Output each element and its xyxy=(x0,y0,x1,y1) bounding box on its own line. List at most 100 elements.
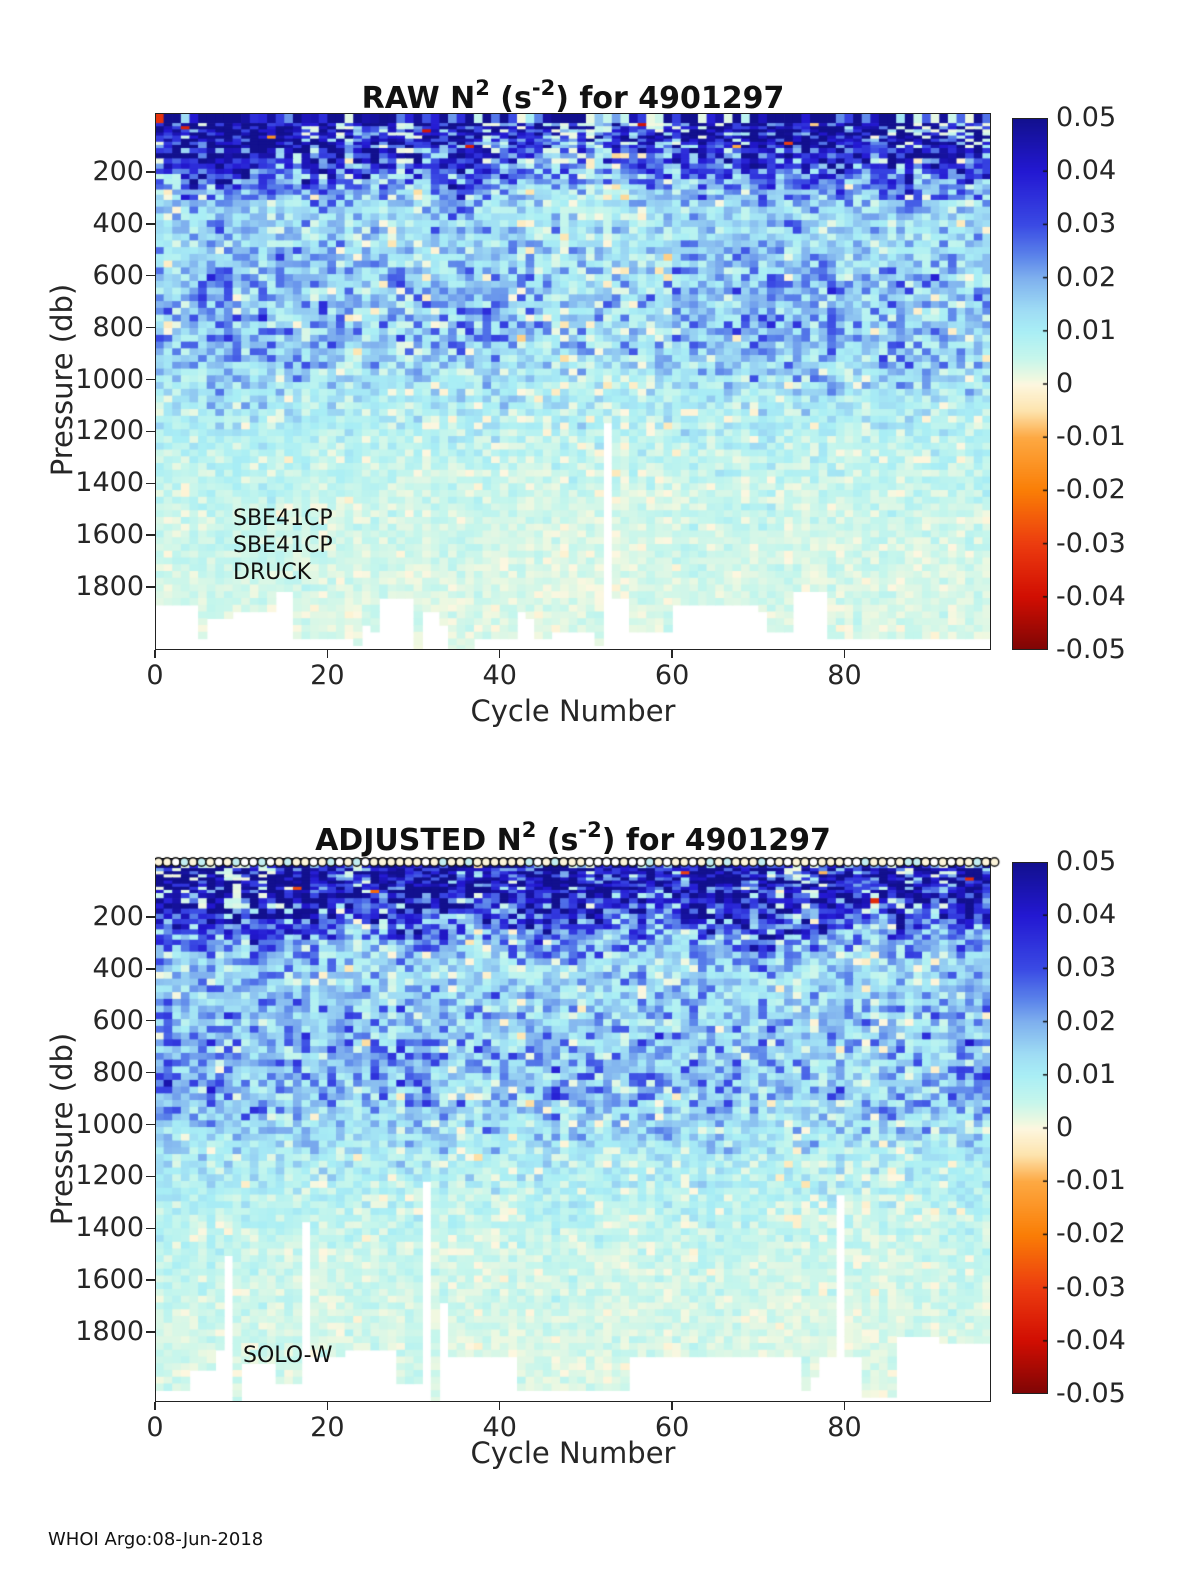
colorbar-tick-label: 0.04 xyxy=(1056,155,1117,187)
colorbar-tick-label: -0.02 xyxy=(1056,1218,1126,1250)
title-text: ) for 4901297 xyxy=(555,81,785,116)
colorbar-tick-label: -0.03 xyxy=(1056,527,1126,559)
colorbar-tick-label: -0.04 xyxy=(1056,580,1126,612)
x-tick-label: 40 xyxy=(482,660,517,691)
y-tick-mark xyxy=(146,586,155,588)
colorbar-tick-label: -0.05 xyxy=(1056,634,1126,665)
x-tick-label: 0 xyxy=(146,1412,164,1443)
x-tick-mark xyxy=(498,1402,501,1410)
x-tick-mark xyxy=(498,650,501,658)
y-tick-mark xyxy=(146,916,155,918)
y-tick-mark xyxy=(146,171,155,173)
x-tick-label: 0 xyxy=(146,660,164,691)
x-tick-label: 60 xyxy=(654,660,690,691)
y-tick-label: 1200 xyxy=(75,1160,144,1192)
y-tick-label: 1600 xyxy=(75,519,144,551)
title-superscript: 2 xyxy=(521,818,537,842)
y-tick-label: 400 xyxy=(92,207,144,239)
y-tick-mark xyxy=(146,1019,155,1022)
y-tick-mark xyxy=(146,378,155,381)
y-tick-label: 1400 xyxy=(75,1212,144,1244)
colorbar-tick-label: 0.02 xyxy=(1056,1005,1117,1037)
colorbar-tick-label: 0.03 xyxy=(1056,952,1117,984)
adjusted-x-axis-label: Cycle Number xyxy=(470,1436,676,1470)
colorbar-tick-label: 0.02 xyxy=(1056,261,1117,293)
x-tick-mark xyxy=(154,650,156,658)
y-tick-mark xyxy=(146,534,155,536)
y-tick-label: 1800 xyxy=(75,571,144,603)
adjusted-colorbar xyxy=(1012,862,1048,1394)
x-tick-label: 60 xyxy=(654,1412,690,1443)
y-tick-mark xyxy=(146,968,155,970)
colorbar-tick-label: 0.05 xyxy=(1056,102,1117,133)
x-tick-mark xyxy=(326,650,329,658)
colorbar-tick-label: -0.05 xyxy=(1056,1378,1126,1409)
y-tick-label: 1200 xyxy=(75,415,144,447)
colorbar-tick-label: -0.01 xyxy=(1056,421,1126,453)
x-tick-label: 80 xyxy=(827,1412,862,1443)
y-tick-mark xyxy=(146,1123,155,1126)
y-tick-label: 200 xyxy=(92,155,144,187)
y-tick-label: 1000 xyxy=(75,363,144,395)
annotation-line: DRUCK xyxy=(233,560,312,585)
colorbar-tick-label: -0.04 xyxy=(1056,1324,1126,1356)
raw-heatmap-canvas xyxy=(155,113,991,650)
adjusted-chart-title: ADJUSTED N2 (s-2) for 4901297 xyxy=(155,818,991,858)
title-text: (s xyxy=(536,823,579,858)
colorbar-tick-label: 0 xyxy=(1056,1112,1074,1143)
y-tick-mark xyxy=(146,1071,155,1074)
x-tick-mark xyxy=(843,1402,846,1410)
x-tick-label: 40 xyxy=(482,1412,517,1443)
y-tick-label: 1800 xyxy=(75,1316,144,1348)
y-tick-mark xyxy=(146,1279,155,1281)
colorbar-tick-label: -0.03 xyxy=(1056,1271,1126,1303)
surface-cycle-markers xyxy=(155,856,1015,869)
footer-date-stamp: WHOI Argo:08-Jun-2018 xyxy=(48,1529,264,1550)
x-tick-mark xyxy=(671,1402,673,1410)
annotation-line: SBE41CP xyxy=(233,533,333,558)
y-tick-label: 200 xyxy=(92,900,144,932)
x-tick-mark xyxy=(154,1402,156,1410)
x-tick-label: 80 xyxy=(827,660,862,691)
title-superscript: -2 xyxy=(531,76,556,100)
raw-sensor-annotations: SBE41CP SBE41CP DRUCK xyxy=(233,505,333,586)
y-tick-mark xyxy=(146,223,155,225)
title-text: RAW N xyxy=(361,81,476,116)
title-text: (s xyxy=(489,81,532,116)
colorbar-tick-label: -0.01 xyxy=(1056,1165,1126,1197)
y-tick-mark xyxy=(146,1331,155,1333)
title-superscript: 2 xyxy=(475,76,490,100)
y-tick-label: 800 xyxy=(92,1056,144,1088)
y-tick-mark xyxy=(146,482,155,485)
colorbar-tick-label: 0.03 xyxy=(1056,208,1117,240)
y-tick-label: 1400 xyxy=(75,467,144,499)
y-tick-label: 1600 xyxy=(75,1264,144,1296)
raw-chart-title: RAW N2 (s-2) for 4901297 xyxy=(155,76,991,116)
y-tick-mark xyxy=(146,430,155,433)
y-tick-label: 400 xyxy=(92,952,144,984)
y-tick-label: 800 xyxy=(92,311,144,343)
adjusted-platform-annotation: SOLO-W xyxy=(243,1342,332,1369)
x-tick-label: 20 xyxy=(310,1412,345,1443)
y-tick-mark xyxy=(146,1175,155,1178)
x-tick-mark xyxy=(671,650,673,658)
colorbar-tick-label: 0.05 xyxy=(1056,846,1117,877)
colorbar-tick-label: -0.02 xyxy=(1056,474,1126,506)
y-tick-label: 600 xyxy=(92,1004,144,1036)
title-text: ADJUSTED N xyxy=(315,823,522,858)
annotation-line: SOLO-W xyxy=(243,1343,333,1368)
title-superscript: -2 xyxy=(578,818,602,842)
adjusted-heatmap-canvas xyxy=(155,858,991,1402)
raw-colorbar xyxy=(1012,118,1048,650)
title-text: ) for 4901297 xyxy=(601,823,831,858)
colorbar-tick-label: 0.04 xyxy=(1056,899,1117,931)
colorbar-tick-label: 0.01 xyxy=(1056,1058,1117,1090)
x-tick-mark xyxy=(843,650,846,658)
y-tick-label: 1000 xyxy=(75,1108,144,1140)
x-tick-label: 20 xyxy=(310,660,345,691)
y-tick-mark xyxy=(146,1227,155,1230)
x-tick-mark xyxy=(326,1402,329,1410)
y-tick-mark xyxy=(146,274,155,277)
colorbar-tick-label: 0 xyxy=(1056,368,1074,399)
